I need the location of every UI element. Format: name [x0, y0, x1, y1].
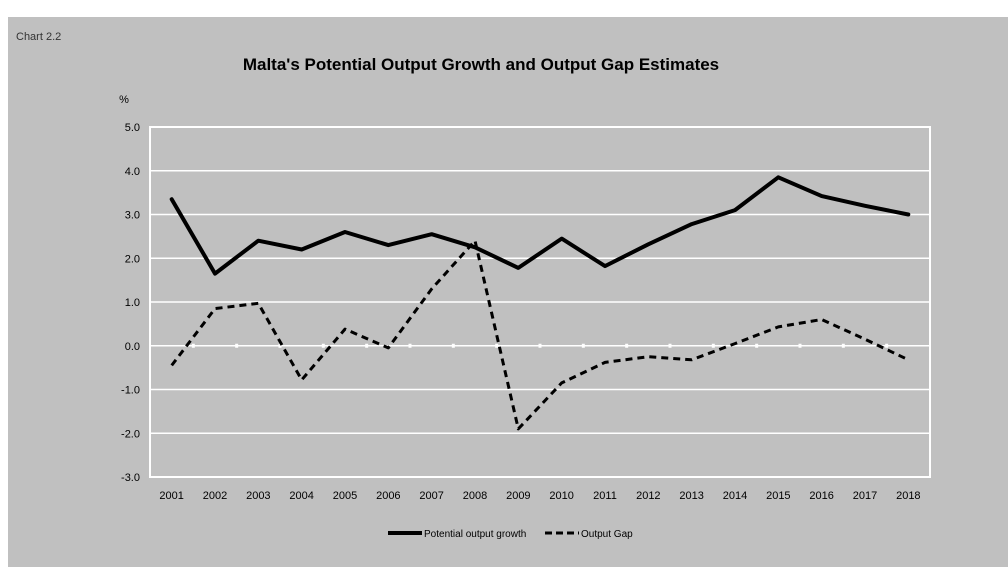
y-axis-unit-label: %	[119, 94, 129, 106]
series-line-potential-output-growth	[169, 175, 911, 276]
legend-label: Potential output growth	[424, 529, 526, 540]
y-axis: 5.0 4.0 3.0 2.0 1.0 0.0 -1.0 -2.0 -3.0	[121, 122, 140, 484]
x-tick-label: 2015	[766, 490, 790, 502]
x-axis: 2001 2002 2003 2004 2005 2006 2007 2008 2009 2010…	[159, 490, 920, 502]
y-tick-label: 3.0	[125, 210, 140, 222]
x-tick-label: 2014	[723, 490, 747, 502]
y-tick-label: 5.0	[125, 122, 140, 134]
y-tick-label: 0.0	[125, 341, 140, 353]
y-tick-label: -3.0	[121, 472, 140, 484]
x-tick-label: 2004	[289, 490, 313, 502]
legend: Potential output growth Output Gap	[388, 529, 633, 540]
x-tick-label: 2003	[246, 490, 270, 502]
x-tick-label: 2017	[853, 490, 877, 502]
legend-label: Output Gap	[581, 529, 633, 540]
x-tick-label: 2013	[679, 490, 703, 502]
x-tick-label: 2012	[636, 490, 660, 502]
x-tick-label: 2008	[463, 490, 487, 502]
x-tick-label: 2010	[549, 490, 573, 502]
series-lines	[169, 175, 911, 431]
y-tick-label: 2.0	[125, 253, 140, 265]
y-tick-label: 4.0	[125, 166, 140, 178]
x-tick-label: 2001	[159, 490, 183, 502]
y-tick-label: -1.0	[121, 385, 140, 397]
x-tick-label: 2016	[809, 490, 833, 502]
chart-title: Malta's Potential Output Growth and Outp…	[243, 55, 719, 74]
grid-lines	[150, 170, 930, 434]
chart-number-label: Chart 2.2	[16, 31, 61, 43]
x-tick-label: 2018	[896, 490, 920, 502]
y-tick-label: -2.0	[121, 428, 140, 440]
x-tick-label: 2009	[506, 490, 530, 502]
x-tick-label: 2007	[419, 490, 443, 502]
x-tick-label: 2005	[333, 490, 357, 502]
x-tick-label: 2011	[593, 490, 617, 502]
x-tick-label: 2006	[376, 490, 400, 502]
y-tick-label: 1.0	[125, 297, 140, 309]
x-tick-label: 2002	[203, 490, 227, 502]
